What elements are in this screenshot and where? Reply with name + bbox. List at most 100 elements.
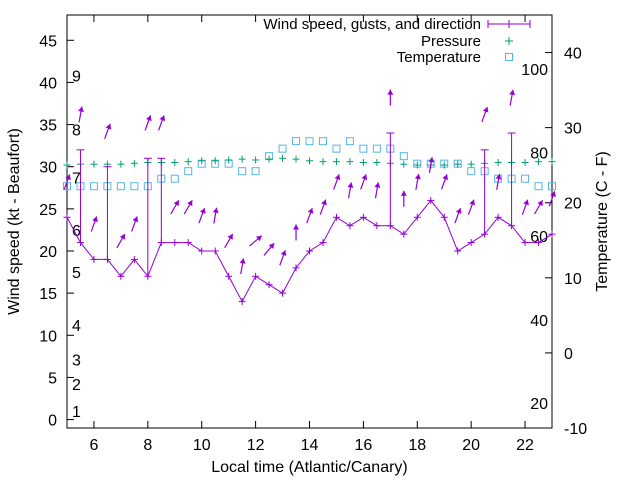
y-tick-label: 20: [39, 244, 57, 261]
wind-direction-arrow: [158, 115, 166, 131]
plot-frame: [66, 14, 553, 429]
wind-direction-arrow: [509, 89, 516, 106]
wind-direction-arrow: [78, 106, 84, 123]
pressure-point: [265, 155, 273, 163]
x-tick-label: 16: [354, 437, 372, 454]
beaufort-label: 8: [72, 123, 81, 140]
wind-direction-arrow: [414, 173, 421, 190]
pressure-point: [373, 159, 381, 166]
pressure-point: [117, 160, 125, 168]
temperature-point: [278, 144, 287, 153]
wind-direction-arrow: [104, 123, 112, 140]
fahrenheit-label: 100: [521, 62, 548, 79]
temperature-point: [170, 174, 179, 183]
wind-speed-point: [225, 272, 233, 280]
wind-speed-point: [346, 222, 354, 230]
wind-speed-point: [400, 230, 408, 238]
pressure-point: [130, 159, 138, 167]
wind-direction-arrow: [144, 115, 152, 131]
pressure-point: [171, 159, 179, 166]
y2-tick-label: 0: [564, 346, 573, 363]
x-tick-label: 22: [516, 437, 534, 454]
pressure-point: [413, 161, 421, 169]
x-axis-label: Local time (Atlantic/Canary): [211, 459, 408, 476]
pressure-point: [238, 155, 246, 163]
wind-speed-point: [521, 239, 529, 247]
wind-direction-arrow: [249, 235, 263, 247]
pressure-point: [225, 156, 233, 164]
pressure-point: [535, 158, 543, 166]
x-tick-label: 12: [247, 437, 265, 454]
x-tick-label: 10: [193, 437, 211, 454]
wind-speed-point: [548, 230, 556, 238]
wind-speed-point: [130, 255, 138, 263]
wind-speed-point: [413, 213, 421, 221]
temperature-point: [251, 167, 260, 176]
pressure-point: [292, 155, 300, 163]
wind-speed-point: [467, 239, 475, 247]
x-tick-label: 6: [89, 437, 98, 454]
beaufort-label: 6: [72, 223, 81, 240]
temperature-point: [359, 144, 368, 153]
wind-speed-point: [63, 213, 71, 221]
beaufort-label: 5: [72, 265, 81, 282]
wind-speed-point: [90, 255, 98, 263]
wind-direction-arrow: [212, 207, 219, 224]
x-tick-label: 18: [408, 437, 426, 454]
fahrenheit-label: 40: [530, 313, 548, 330]
fahrenheit-label: 80: [530, 145, 548, 162]
pressure-point: [467, 160, 475, 168]
wind-speed-point: [454, 247, 462, 255]
y2-tick-label: 40: [564, 46, 582, 63]
wind-direction-arrow: [467, 199, 476, 215]
temperature-point: [372, 144, 381, 153]
pressure-point: [332, 158, 340, 166]
wind-speed-point: [427, 196, 435, 204]
wind-speed-point: [494, 213, 502, 221]
wind-direction-arrow: [239, 258, 246, 275]
temperature-point: [184, 167, 193, 176]
wind-direction-arrow: [360, 174, 368, 190]
temperature-point: [116, 182, 125, 191]
wind-direction-arrow: [224, 233, 234, 249]
pressure-point: [494, 159, 502, 166]
temperature-point: [238, 167, 247, 176]
legend: Wind speed, gusts, and directionPressure…: [263, 16, 531, 66]
temperature-point: [534, 182, 543, 191]
y2-tick-label: 30: [564, 121, 582, 138]
wind-direction-arrow: [481, 106, 489, 123]
wind-direction-arrow: [374, 182, 381, 199]
temperature-point: [89, 182, 98, 191]
wind-direction-arrow: [90, 216, 98, 232]
wind-direction-arrow: [495, 173, 502, 190]
wind-direction-arrow: [347, 182, 354, 199]
pressure-point: [359, 159, 367, 166]
temperature-point: [467, 167, 476, 176]
pressure-point: [319, 158, 327, 166]
pressure-point: [454, 160, 462, 168]
wind-speed-point: [306, 247, 313, 255]
pressure-point: [279, 154, 287, 162]
beaufort-label: 3: [72, 353, 81, 370]
y2-axis-label: Temperature (C - F): [594, 151, 611, 291]
wind-speed-point: [117, 272, 125, 280]
beaufort-label: 7: [72, 171, 81, 188]
pressure-point: [252, 156, 260, 164]
y2-tick-label: 10: [564, 271, 582, 288]
pressure-point: [90, 160, 98, 168]
temperature-point: [548, 182, 556, 191]
wind-speed-point: [279, 289, 287, 297]
y2-tick-label: 20: [564, 196, 582, 213]
wind-speed-point: [332, 213, 340, 221]
y-tick-label: 30: [39, 160, 57, 177]
wind-direction-arrow: [131, 216, 139, 232]
pressure-point: [211, 157, 219, 165]
temperature-point: [130, 182, 139, 191]
pressure-point: [198, 157, 206, 165]
x-tick-label: 8: [143, 437, 152, 454]
wind-speed-point: [238, 298, 246, 306]
wind-direction-arrow: [306, 207, 314, 224]
wind-speed-point: [265, 281, 273, 289]
wind-direction-arrow: [333, 174, 341, 190]
